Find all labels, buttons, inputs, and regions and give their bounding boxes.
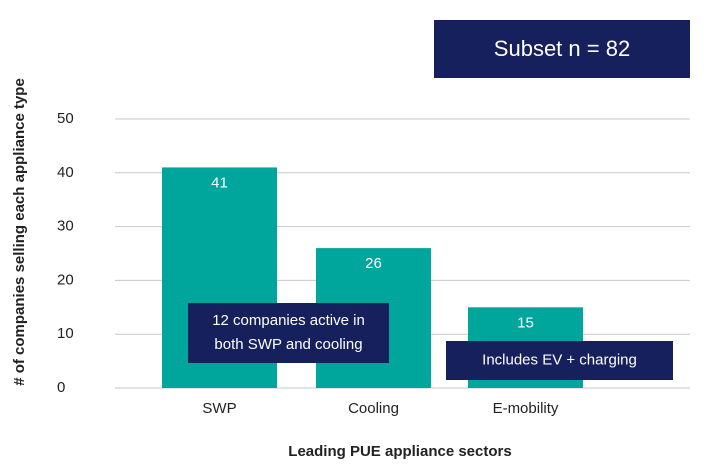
x-tick-label: SWP — [202, 400, 236, 417]
y-axis-title: # of companies selling each appliance ty… — [11, 78, 28, 386]
annotation-text: both SWP and cooling — [214, 336, 362, 353]
y-tick-label: 0 — [57, 379, 65, 396]
x-tick-label: Cooling — [348, 400, 399, 417]
y-tick-label: 10 — [57, 325, 74, 342]
annotation-box — [446, 341, 673, 380]
x-tick-label: E-mobility — [493, 400, 559, 417]
badge-text: Subset n = 82 — [494, 36, 630, 61]
annotation-text: 12 companies active in — [212, 312, 365, 329]
x-axis-title: Leading PUE appliance sectors — [288, 443, 511, 460]
annotation-box — [188, 303, 389, 363]
badge-box — [434, 20, 690, 78]
annotation-text: Includes EV + charging — [482, 351, 637, 368]
y-tick-label: 40 — [57, 164, 74, 181]
value-label: 15 — [517, 314, 534, 331]
value-label: 26 — [365, 255, 382, 272]
value-label: 41 — [211, 174, 228, 191]
y-tick-label: 30 — [57, 218, 74, 235]
y-tick-label: 20 — [57, 271, 74, 288]
y-tick-label: 50 — [57, 110, 74, 127]
